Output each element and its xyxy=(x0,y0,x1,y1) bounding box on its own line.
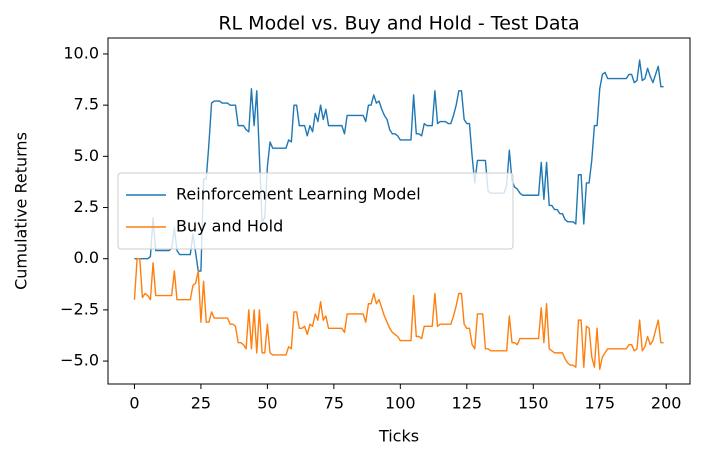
plot-frame xyxy=(107,37,691,385)
legend: Reinforcement Learning Model Buy and Hold xyxy=(117,172,514,250)
series-line xyxy=(134,59,664,272)
x-tick-label: 25 xyxy=(191,394,211,413)
x-tick-label: 125 xyxy=(452,394,483,413)
y-tick-label: 7.5 xyxy=(74,95,99,114)
y-axis-label: Cumulative Returns xyxy=(12,132,31,290)
x-tick-label: 150 xyxy=(518,394,549,413)
y-tick-label: 10.0 xyxy=(63,43,99,62)
y-tick-label: 0.0 xyxy=(74,248,99,267)
x-tick-label: 0 xyxy=(129,394,139,413)
legend-label: Reinforcement Learning Model xyxy=(176,185,421,204)
series-line xyxy=(133,258,664,370)
y-tick-label: 2.5 xyxy=(74,197,99,216)
x-tick-label: 75 xyxy=(324,394,344,413)
legend-box xyxy=(117,172,514,250)
x-axis-label: Ticks xyxy=(378,427,419,446)
x-tick-label: 200 xyxy=(651,394,682,413)
y-tick-label: 5.0 xyxy=(74,146,99,165)
y-tick-label: −5.0 xyxy=(60,351,99,370)
chart-title: RL Model vs. Buy and Hold - Test Data xyxy=(218,13,579,35)
x-tick-label: 175 xyxy=(584,394,615,413)
legend-label: Buy and Hold xyxy=(176,217,283,236)
x-tick-label: 100 xyxy=(385,394,416,413)
x-tick-label: 50 xyxy=(257,394,277,413)
y-tick-label: −2.5 xyxy=(60,299,99,318)
